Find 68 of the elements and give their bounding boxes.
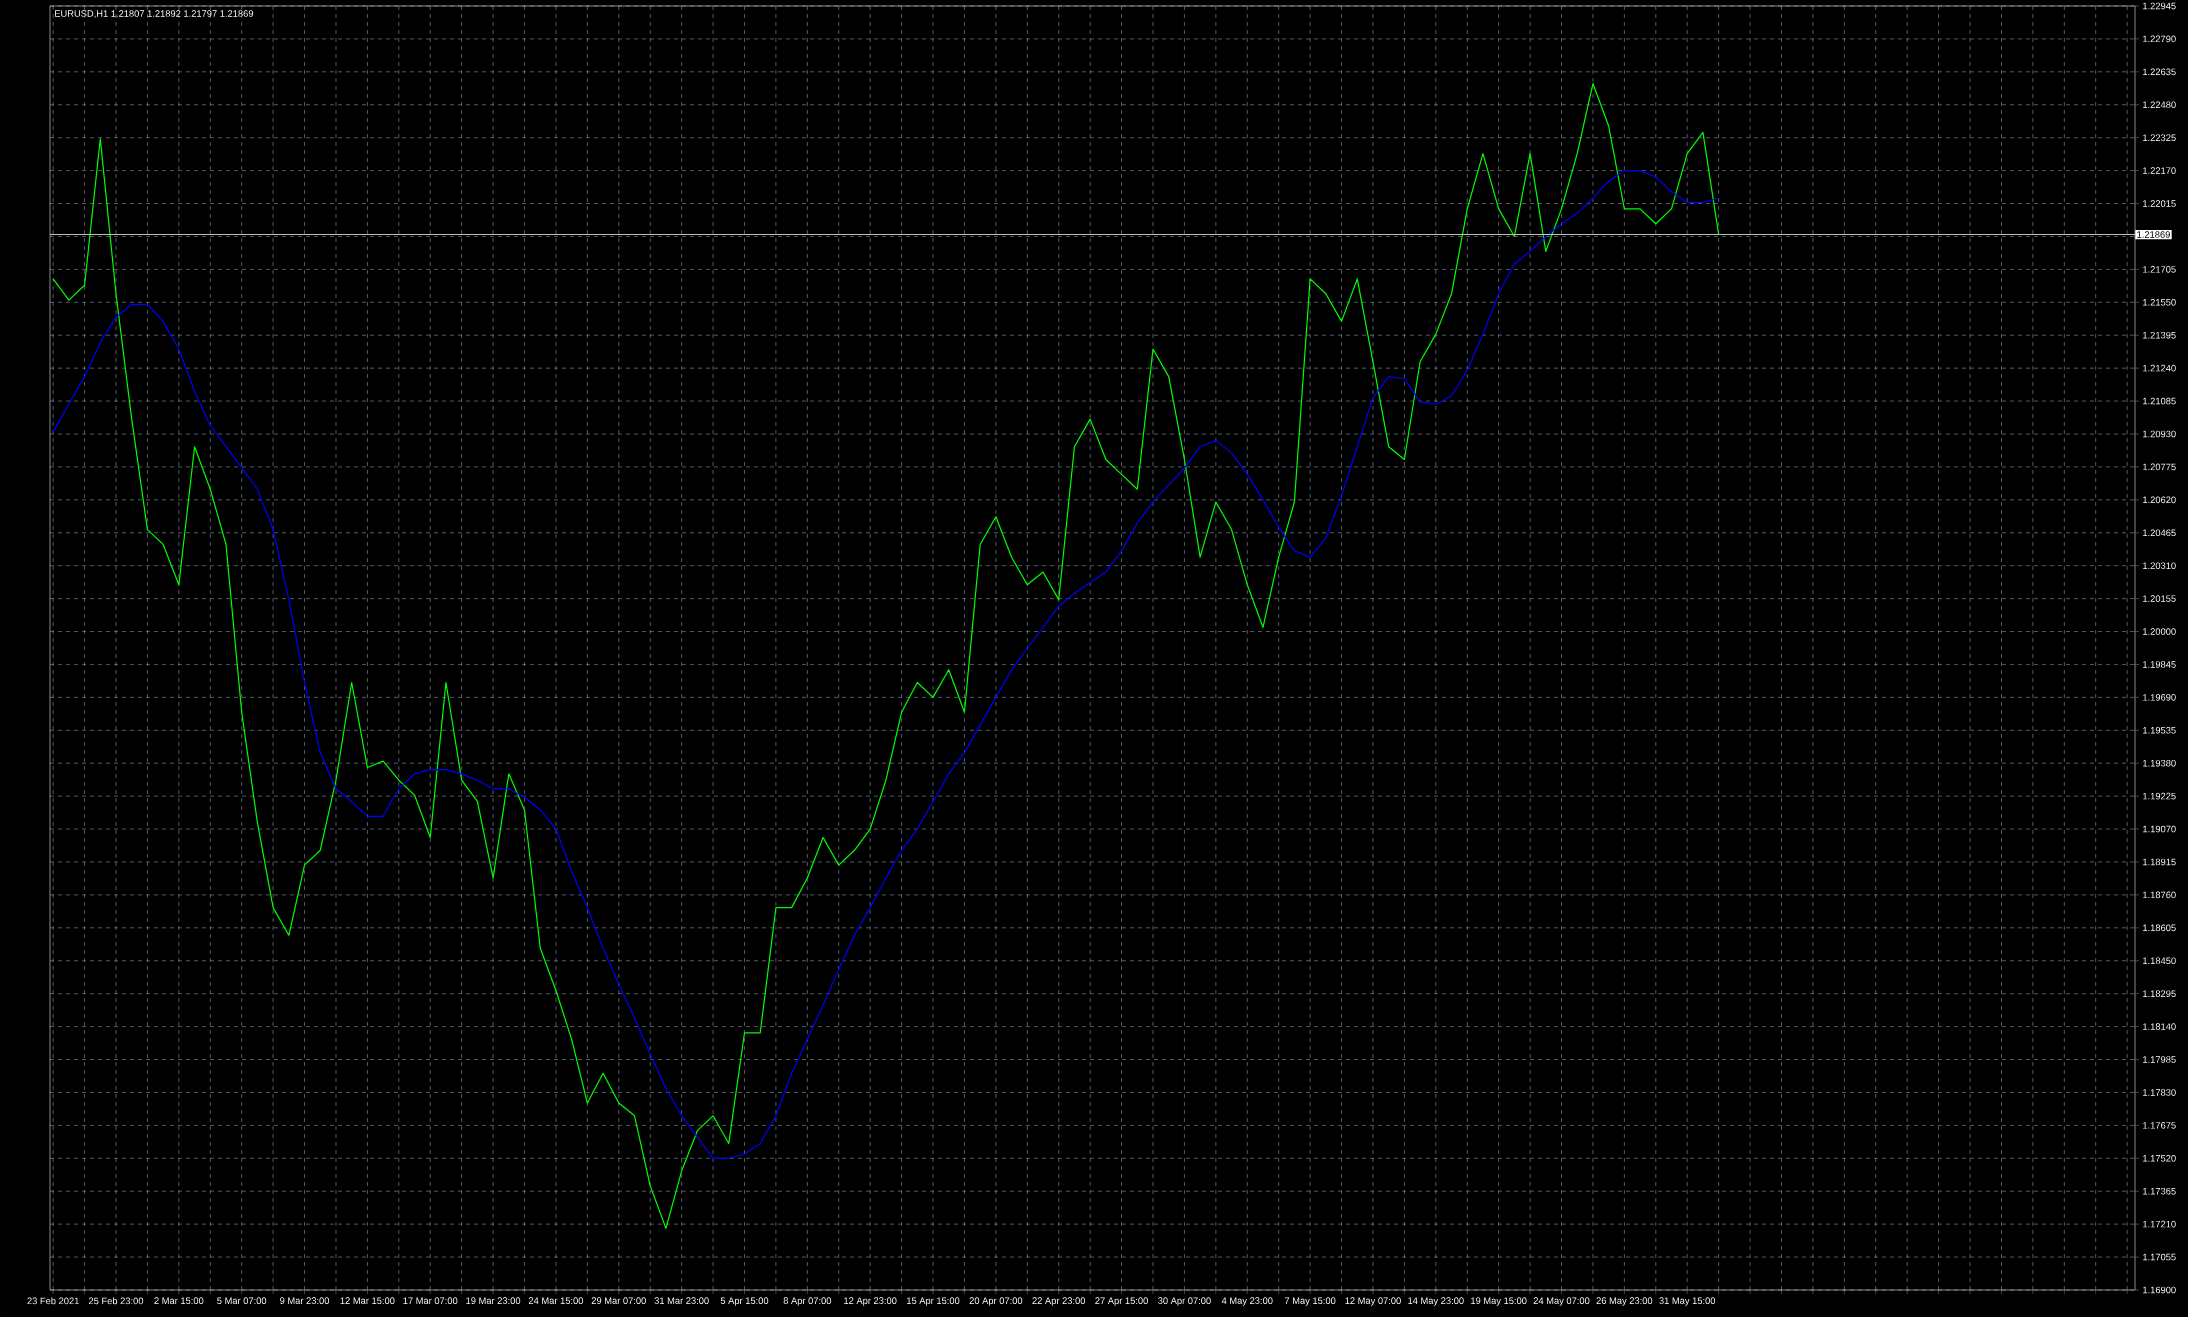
y-tick-label: 1.18605 <box>2143 924 2176 932</box>
x-tick-label: 12 Mar 15:00 <box>340 1297 395 1304</box>
y-tick-label: 1.21085 <box>2143 397 2176 405</box>
y-tick-label: 1.22015 <box>2143 200 2176 207</box>
y-tick-label: 1.17210 <box>2143 1220 2176 1228</box>
y-tick-label: 1.19535 <box>2143 727 2176 734</box>
y-tick-label: 1.21705 <box>2143 266 2176 273</box>
y-tick-label: 1.17830 <box>2143 1089 2176 1096</box>
y-tick-label: 1.20310 <box>2143 562 2176 569</box>
x-tick-label: 12 Apr 23:00 <box>844 1297 897 1306</box>
x-tick-label: 19 May 15:00 <box>1471 1297 1527 1306</box>
y-tick-label: 1.17520 <box>2143 1155 2176 1162</box>
x-tick-label: 17 Mar 07:00 <box>403 1297 458 1304</box>
y-tick-label: 1.22170 <box>2143 167 2176 174</box>
y-tick-label: 1.20465 <box>2143 529 2176 537</box>
x-tick-label: 5 Mar 07:00 <box>217 1297 267 1304</box>
x-tick-label: 31 Mar 23:00 <box>654 1297 709 1304</box>
x-tick-label: 8 Apr 07:00 <box>783 1297 832 1306</box>
y-tick-label: 1.17365 <box>2143 1187 2176 1195</box>
y-tick-label: 1.22790 <box>2143 35 2176 43</box>
x-tick-label: 7 May 15:00 <box>1284 1297 1336 1306</box>
x-tick-label: 23 Feb 2021 <box>27 1297 79 1305</box>
y-tick-label: 1.19845 <box>2143 661 2176 668</box>
x-tick-label: 4 May 23:00 <box>1221 1297 1273 1306</box>
y-tick-label: 1.17055 <box>2143 1253 2176 1261</box>
x-tick-label: 22 Apr 23:00 <box>1032 1297 1086 1306</box>
x-tick-label: 5 Apr 15:00 <box>720 1297 769 1306</box>
x-tick-label: 27 Apr 15:00 <box>1095 1297 1148 1306</box>
x-tick-label: 19 Mar 23:00 <box>466 1297 521 1304</box>
ref-line-label: 1.21869 <box>2137 231 2170 238</box>
y-tick-label: 1.22635 <box>2143 68 2176 76</box>
x-tick-label: 12 May 07:00 <box>1345 1297 1401 1306</box>
x-tick-label: 29 Mar 07:00 <box>591 1297 646 1304</box>
y-tick-label: 1.20155 <box>2143 595 2176 602</box>
y-tick-label: 1.20620 <box>2143 496 2176 504</box>
y-tick-label: 1.20930 <box>2143 430 2176 438</box>
y-tick-label: 1.18915 <box>2143 858 2176 866</box>
x-tick-label: 2 Mar 15:00 <box>154 1297 204 1304</box>
y-tick-label: 1.19225 <box>2143 792 2176 800</box>
y-tick-label: 1.22945 <box>2143 2 2176 10</box>
y-tick-label: 1.16900 <box>2143 1286 2176 1294</box>
y-tick-label: 1.21550 <box>2143 299 2176 306</box>
y-tick-label: 1.19690 <box>2143 694 2176 701</box>
y-tick-label: 1.17675 <box>2143 1122 2176 1129</box>
y-tick-label: 1.21240 <box>2143 364 2176 372</box>
y-tick-label: 1.22325 <box>2143 134 2176 141</box>
x-tick-label: 15 Apr 15:00 <box>907 1297 960 1306</box>
x-tick-label: 14 May 23:00 <box>1408 1297 1464 1306</box>
y-tick-label: 1.22480 <box>2143 101 2176 109</box>
y-tick-label: 1.20000 <box>2143 628 2176 635</box>
y-tick-label: 1.20775 <box>2143 463 2176 471</box>
x-tick-label: 25 Feb 23:00 <box>88 1297 144 1305</box>
y-tick-label: 1.18295 <box>2143 990 2176 997</box>
chart-title: EURUSD,H1 1.21807 1.21892 1.21797 1.21869 <box>55 10 254 18</box>
y-tick-label: 1.18760 <box>2143 891 2176 899</box>
x-tick-label: 24 Mar 15:00 <box>528 1297 584 1304</box>
y-tick-label: 1.18140 <box>2143 1023 2176 1030</box>
x-tick-label: 31 May 15:00 <box>1659 1297 1716 1306</box>
x-tick-label: 26 May 23:00 <box>1596 1297 1653 1306</box>
x-tick-label: 9 Mar 23:00 <box>280 1297 330 1304</box>
x-tick-label: 24 May 07:00 <box>1533 1297 1590 1306</box>
y-tick-label: 1.21395 <box>2143 331 2176 339</box>
y-tick-label: 1.18450 <box>2143 957 2176 965</box>
y-tick-label: 1.19070 <box>2143 825 2176 833</box>
x-tick-label: 20 Apr 07:00 <box>969 1297 1023 1306</box>
y-tick-label: 1.17985 <box>2143 1056 2176 1063</box>
y-tick-label: 1.19380 <box>2143 759 2176 767</box>
x-tick-label: 30 Apr 07:00 <box>1158 1297 1211 1306</box>
